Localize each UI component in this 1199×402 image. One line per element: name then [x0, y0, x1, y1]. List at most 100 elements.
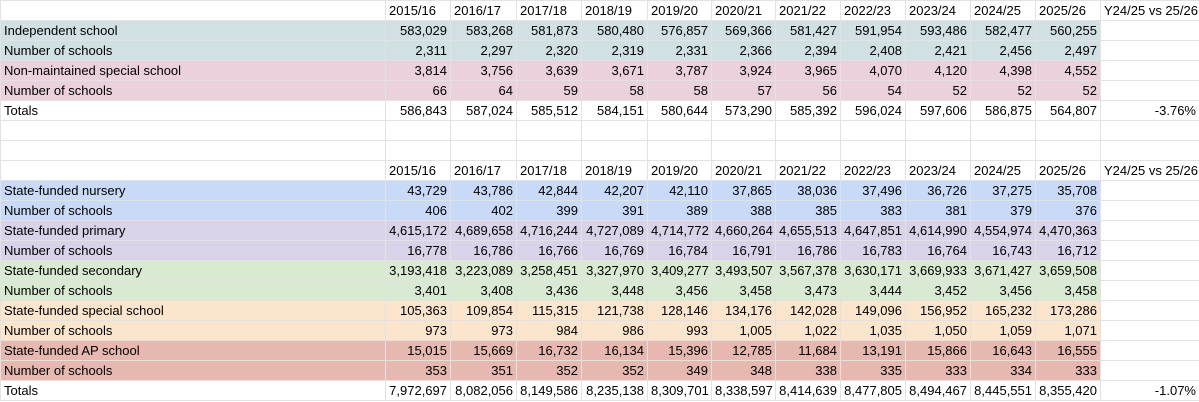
- empty-cell: [1100, 20, 1199, 41]
- column-header: 2016/17: [450, 160, 517, 181]
- value-cell: 121,738: [581, 300, 648, 321]
- value-cell: 973: [450, 320, 517, 341]
- empty-cell: [970, 120, 1036, 141]
- column-header: 2023/24: [905, 160, 971, 181]
- empty-cell: [581, 140, 648, 161]
- empty-cell: [581, 120, 648, 141]
- value-cell: 4,552: [1035, 60, 1101, 81]
- data-row: Totals 586,843 587,024 585,512 584,151 580,64…: [0, 100, 1199, 121]
- value-cell: 4,727,089: [581, 220, 648, 241]
- column-header: 2017/18: [516, 160, 582, 181]
- row-label: Number of schools: [0, 80, 386, 101]
- value-cell: 8,149,586: [516, 380, 582, 401]
- value-cell: 2,319: [581, 40, 648, 61]
- value-cell: 1,071: [1035, 320, 1101, 341]
- data-row: Number of schools 406 402 399 391 389 388 385 38…: [0, 200, 1199, 221]
- empty-cell: [516, 120, 582, 141]
- value-cell: 16,778: [385, 240, 451, 261]
- empty-cell: [1100, 120, 1199, 141]
- value-cell: 2,320: [516, 40, 582, 61]
- value-cell: 584,151: [581, 100, 648, 121]
- value-cell: 56: [775, 80, 841, 101]
- header-row: 2015/16 2016/17 2017/18 2018/19 2019/20 2020/…: [0, 0, 1199, 21]
- value-cell: 3,193,418: [385, 260, 451, 281]
- value-cell: 52: [1035, 80, 1101, 101]
- row-label: Number of schools: [0, 360, 386, 381]
- data-row: Number of schools 3,401 3,408 3,436 3,448 3,4…: [0, 280, 1199, 301]
- empty-cell: [1100, 220, 1199, 241]
- empty-cell: [385, 140, 451, 161]
- value-cell: 2,421: [905, 40, 971, 61]
- value-cell: 585,392: [775, 100, 841, 121]
- value-cell: 3,401: [385, 280, 451, 301]
- column-header: Y24/25 vs 25/26: [1100, 160, 1199, 181]
- row-label: State-funded nursery: [0, 180, 386, 201]
- column-header: 2024/25: [970, 0, 1036, 21]
- empty-cell: [775, 120, 841, 141]
- value-cell: 2,331: [647, 40, 712, 61]
- value-cell: 580,644: [647, 100, 712, 121]
- value-cell: 15,669: [450, 340, 517, 361]
- value-cell: 16,555: [1035, 340, 1101, 361]
- value-cell: 1,059: [970, 320, 1036, 341]
- column-header: 2024/25: [970, 160, 1036, 181]
- value-cell: 352: [581, 360, 648, 381]
- value-cell: 149,096: [840, 300, 906, 321]
- value-cell: 8,445,551: [970, 380, 1036, 401]
- data-row: Independent school 583,029 583,268 581,873 5…: [0, 20, 1199, 41]
- value-cell: 334: [970, 360, 1036, 381]
- value-cell: 16,134: [581, 340, 648, 361]
- value-cell: 2,456: [970, 40, 1036, 61]
- data-row: Totals 7,972,697 8,082,056 8,149,586 8,235,1…: [0, 380, 1199, 401]
- value-cell: 984: [516, 320, 582, 341]
- column-header: 2016/17: [450, 0, 517, 21]
- value-cell: 173,286: [1035, 300, 1101, 321]
- value-cell: 3,814: [385, 60, 451, 81]
- value-cell: 35,708: [1035, 180, 1101, 201]
- value-cell: 3,965: [775, 60, 841, 81]
- empty-cell: [1100, 300, 1199, 321]
- value-cell: 581,427: [775, 20, 841, 41]
- value-cell: 597,606: [905, 100, 971, 121]
- value-cell: 16,783: [840, 240, 906, 261]
- empty-cell: [516, 140, 582, 161]
- value-cell: 2,297: [450, 40, 517, 61]
- empty-cell: [1100, 60, 1199, 81]
- row-label: Number of schools: [0, 200, 386, 221]
- value-cell: 128,146: [647, 300, 712, 321]
- value-cell: 13,191: [840, 340, 906, 361]
- value-cell: 583,268: [450, 20, 517, 41]
- value-cell: 3,436: [516, 280, 582, 301]
- value-cell: 12,785: [711, 340, 776, 361]
- value-cell: 66: [385, 80, 451, 101]
- value-cell: 37,865: [711, 180, 776, 201]
- data-row: State-funded nursery 43,729 43,786 42,844 42…: [0, 180, 1199, 201]
- value-cell: 3,659,508: [1035, 260, 1101, 281]
- value-cell: 105,363: [385, 300, 451, 321]
- data-row: Number of schools 2,311 2,297 2,320 2,319 2,3…: [0, 40, 1199, 61]
- value-cell: 2,408: [840, 40, 906, 61]
- value-cell: 564,807: [1035, 100, 1101, 121]
- column-header: 2025/26: [1035, 160, 1101, 181]
- value-cell: 582,477: [970, 20, 1036, 41]
- value-cell: 348: [711, 360, 776, 381]
- value-cell: 4,689,658: [450, 220, 517, 241]
- value-cell: 165,232: [970, 300, 1036, 321]
- empty-cell: [840, 140, 906, 161]
- value-cell: 3,452: [905, 280, 971, 301]
- value-cell: 2,311: [385, 40, 451, 61]
- value-cell: 42,207: [581, 180, 648, 201]
- data-row: Number of schools 973 973 984 986 993 1,005 1,0…: [0, 320, 1199, 341]
- value-cell: 3,924: [711, 60, 776, 81]
- value-cell: 156,952: [905, 300, 971, 321]
- empty-cell: [1100, 140, 1199, 161]
- value-cell: 16,766: [516, 240, 582, 261]
- value-cell: 587,024: [450, 100, 517, 121]
- value-cell: 573,290: [711, 100, 776, 121]
- empty-cell: [1100, 360, 1199, 381]
- value-cell: 3,408: [450, 280, 517, 301]
- value-cell: 583,029: [385, 20, 451, 41]
- value-cell: 335: [840, 360, 906, 381]
